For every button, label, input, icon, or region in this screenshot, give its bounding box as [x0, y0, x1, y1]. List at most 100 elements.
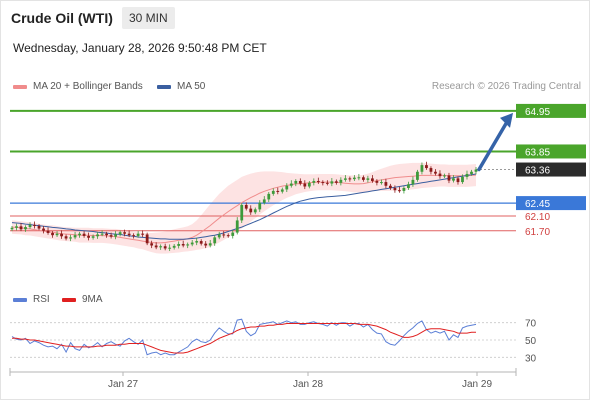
candle	[69, 234, 72, 242]
candle	[402, 186, 406, 194]
level-tag-64.95: 64.95	[516, 103, 586, 118]
projection-arrow-layer	[477, 112, 513, 172]
candle-body	[443, 175, 446, 177]
candle	[28, 222, 32, 229]
candle-body	[452, 178, 455, 181]
candle	[114, 231, 118, 240]
candle	[357, 173, 361, 181]
candle	[343, 175, 347, 182]
candle-body	[109, 235, 113, 237]
candle	[150, 240, 154, 249]
candle-body	[393, 187, 397, 191]
ma20-line	[11, 174, 477, 244]
candle	[438, 170, 442, 179]
level-tag-62.45: 62.45	[516, 196, 586, 211]
rsi-series-RSI	[11, 318, 477, 356]
candle-body	[361, 177, 365, 180]
level-tag-63.85: 63.85	[516, 144, 586, 159]
candle-body	[429, 168, 433, 172]
level-tag-63.36: 63.36	[516, 162, 586, 177]
candle-body	[204, 243, 208, 246]
candle	[163, 243, 167, 251]
candle-body	[474, 169, 478, 172]
candle-body	[425, 165, 428, 169]
level-tag-text: 62.45	[525, 199, 550, 210]
candle-body	[10, 227, 14, 230]
candle	[416, 169, 419, 182]
candle	[384, 178, 388, 189]
candle	[10, 225, 14, 232]
candle-body	[217, 234, 221, 238]
candle-body	[352, 177, 356, 180]
candle	[425, 161, 428, 170]
candle-body	[289, 183, 293, 186]
candle-body	[78, 233, 81, 236]
candle	[208, 239, 212, 248]
candle-body	[177, 244, 181, 246]
candle-body	[276, 190, 280, 192]
source-credit: Research © 2026 Trading Central	[431, 81, 581, 92]
candle	[136, 231, 140, 238]
interval-badge[interactable]: 30 MIN	[122, 7, 175, 29]
level-tag-bg	[516, 196, 586, 211]
level-tag-bg	[516, 162, 586, 177]
candle	[141, 230, 145, 238]
candle	[127, 230, 131, 238]
candle-body	[150, 243, 154, 246]
candle-body	[213, 237, 217, 244]
price-levels-layer	[10, 109, 516, 232]
candle-body	[416, 171, 419, 180]
candle	[316, 177, 320, 184]
ma50-swatch	[157, 84, 171, 89]
ma20-label: MA 20 + Bollinger Bands	[33, 81, 143, 92]
legend-rsi: RSI	[13, 294, 50, 305]
candle	[452, 175, 455, 183]
rsi-series-9MA	[12, 323, 476, 354]
candle-body	[24, 227, 27, 230]
ma20-swatch	[13, 84, 27, 89]
candle-body	[96, 234, 99, 237]
candle-body	[267, 193, 271, 200]
candle	[222, 231, 226, 238]
timestamp: Wednesday, January 28, 2026 9:50:48 PM C…	[13, 41, 267, 55]
candle-body	[339, 179, 343, 183]
projection-arrow-head	[500, 112, 513, 128]
legend-rsi-ma: 9MA	[62, 294, 103, 305]
candle	[46, 227, 50, 235]
candle	[33, 221, 36, 229]
candle	[470, 169, 473, 176]
level-tag-62.10: 62.10	[525, 212, 550, 223]
candle-body	[208, 243, 212, 246]
candle-body	[105, 233, 108, 236]
candle	[91, 234, 95, 240]
candle	[42, 225, 45, 234]
candle-body	[398, 190, 401, 192]
candle-body	[42, 228, 45, 231]
candle-body	[249, 208, 253, 213]
candle-body	[375, 180, 379, 183]
candle	[271, 188, 275, 196]
candle	[262, 196, 266, 205]
candle	[64, 234, 68, 241]
candle	[325, 180, 329, 186]
candle	[226, 233, 230, 238]
candle-body	[380, 182, 383, 184]
candle	[253, 207, 257, 215]
candle-body	[28, 224, 32, 228]
candle	[181, 240, 185, 248]
ma50-line	[11, 173, 477, 240]
candle-body	[87, 235, 90, 238]
candle	[411, 176, 415, 187]
candle-body	[420, 165, 424, 172]
candle	[244, 202, 248, 211]
candle	[240, 203, 244, 224]
candle	[235, 217, 239, 235]
candle-body	[447, 175, 451, 181]
ma50-label: MA 50	[177, 81, 206, 92]
rsi-label: RSI	[33, 294, 50, 305]
candle-body	[64, 236, 68, 239]
candle	[474, 166, 478, 175]
level-tag-text: 64.95	[525, 107, 550, 118]
candle-body	[136, 233, 140, 236]
